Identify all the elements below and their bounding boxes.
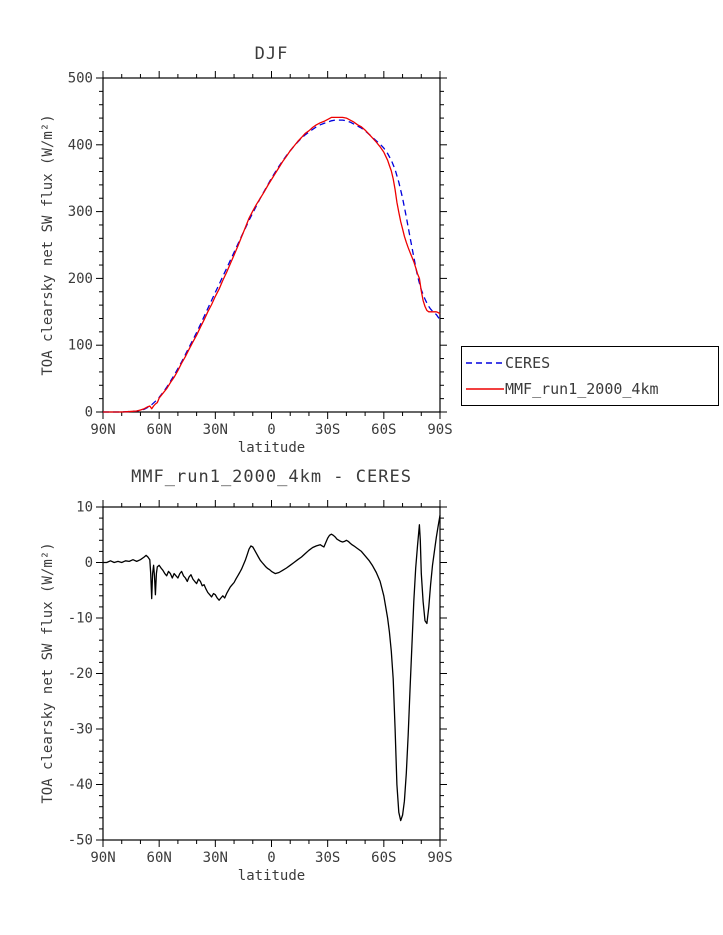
svg-text:30N: 30N (203, 850, 228, 866)
bottom-chart-x-axis-label: latitude (237, 868, 306, 884)
svg-text:300: 300 (68, 204, 93, 220)
svg-text:0: 0 (267, 422, 275, 438)
svg-text:-20: -20 (68, 666, 93, 682)
top-chart: 90N 60N 30N 0 30S 60S 90S 0 100 200 300 400 500 (68, 71, 453, 439)
svg-text:30S: 30S (315, 422, 340, 438)
svg-text:0: 0 (267, 850, 275, 866)
svg-text:400: 400 (68, 137, 93, 153)
dashed-line-sample-icon (466, 362, 504, 364)
bottom-chart-y-axis-label: TOA clearsky net SW flux (W/m²) (40, 542, 56, 804)
series-mmf-run1-2000-4km (103, 116, 441, 413)
series-mmf-run1-2000-4km-ceres (103, 515, 441, 822)
svg-text:100: 100 (68, 338, 93, 354)
svg-text:90S: 90S (427, 422, 452, 438)
svg-text:60S: 60S (371, 422, 396, 438)
bottom-chart: 90N 60N 30N 0 30S 60S 90S 10 0 -10 -20 -30 -40 -50 (68, 500, 453, 867)
svg-text:500: 500 (68, 71, 93, 87)
svg-text:90N: 90N (90, 422, 115, 438)
svg-text:200: 200 (68, 271, 93, 287)
svg-text:-50: -50 (68, 833, 93, 849)
top-chart-title: DJF (254, 44, 289, 64)
svg-text:90N: 90N (90, 850, 115, 866)
legend-item-mmf: MMF_run1_2000_4km (465, 380, 714, 398)
svg-text:-40: -40 (68, 777, 93, 793)
legend-label-ceres: CERES (505, 354, 551, 372)
svg-text:0: 0 (85, 405, 93, 421)
svg-text:-30: -30 (68, 722, 93, 738)
svg-text:-10: -10 (68, 611, 93, 627)
svg-text:0: 0 (85, 555, 93, 571)
top-chart-x-axis-label: latitude (237, 440, 306, 456)
svg-text:10: 10 (76, 500, 93, 516)
top-chart-y-axis-label: TOA clearsky net SW flux (W/m²) (40, 114, 56, 376)
svg-text:60N: 60N (147, 422, 172, 438)
bottom-chart-title: MMF_run1_2000_4km - CERES (131, 467, 412, 487)
svg-text:60N: 60N (147, 850, 172, 866)
legend: CERES MMF_run1_2000_4km (461, 346, 719, 406)
svg-text:30S: 30S (315, 850, 340, 866)
legend-item-ceres: CERES (465, 354, 714, 372)
legend-label-mmf: MMF_run1_2000_4km (505, 380, 659, 398)
solid-line-sample-icon (466, 388, 504, 390)
svg-text:30N: 30N (203, 422, 228, 438)
svg-text:60S: 60S (371, 850, 396, 866)
svg-text:90S: 90S (427, 850, 452, 866)
